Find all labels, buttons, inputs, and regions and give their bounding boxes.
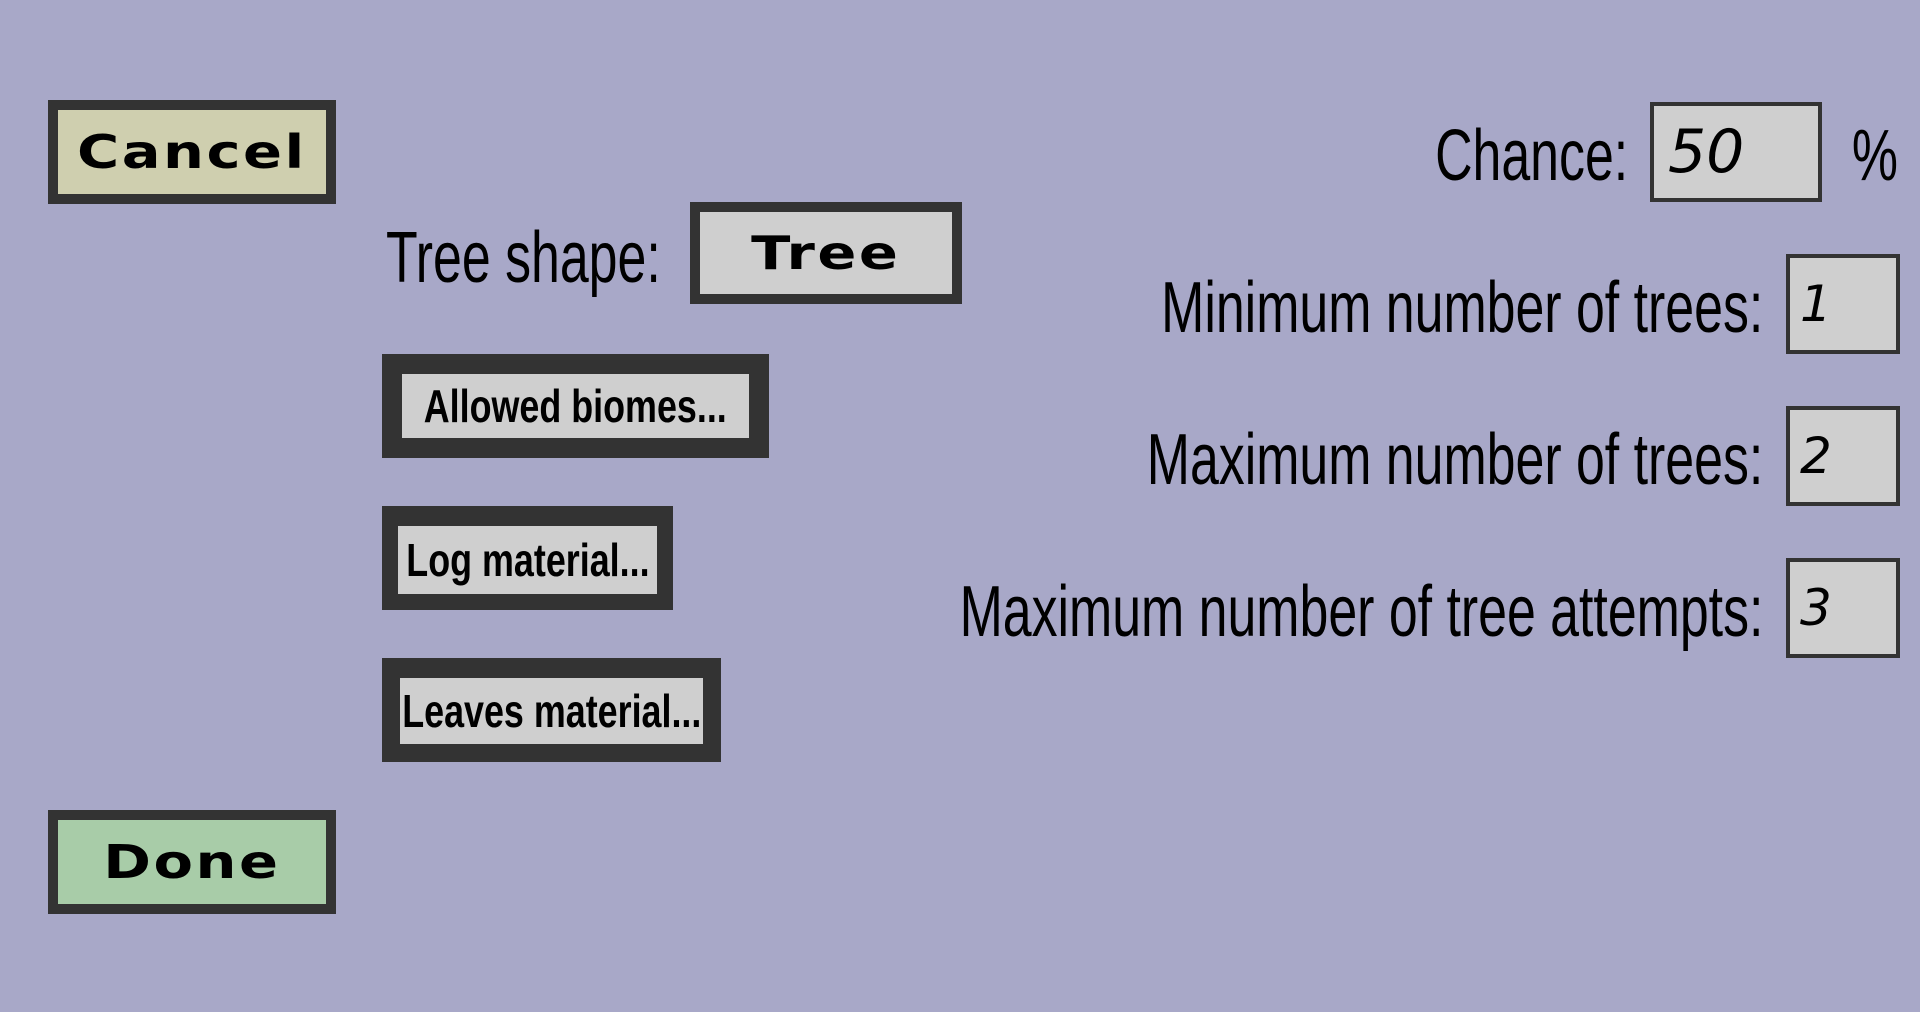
min-trees-label: Minimum number of trees: — [1160, 268, 1763, 348]
tree-shape-value: Tree — [751, 226, 901, 280]
log-material-button[interactable]: Log material... — [382, 506, 673, 610]
tree-shape-label: Tree shape: — [386, 218, 661, 298]
max-trees-field[interactable]: 2 — [1786, 406, 1900, 506]
chance-field[interactable]: 50 — [1650, 102, 1822, 202]
cancel-button[interactable]: Cancel — [48, 100, 336, 204]
allowed-biomes-label: Allowed biomes... — [423, 380, 728, 432]
max-attempts-field[interactable]: 3 — [1786, 558, 1900, 658]
min-trees-field[interactable]: 1 — [1786, 254, 1900, 354]
leaves-material-label: Leaves material... — [401, 685, 702, 737]
done-button[interactable]: Done — [48, 810, 336, 914]
log-material-label: Log material... — [405, 534, 650, 586]
chance-unit: % — [1851, 116, 1898, 196]
max-trees-label: Maximum number of trees: — [1146, 420, 1763, 500]
chance-label: Chance: — [1434, 116, 1628, 196]
allowed-biomes-button[interactable]: Allowed biomes... — [382, 354, 769, 458]
leaves-material-button[interactable]: Leaves material... — [382, 658, 721, 762]
cancel-button-label: Cancel — [77, 125, 307, 179]
tree-shape-button[interactable]: Tree — [690, 202, 962, 304]
max-attempts-label: Maximum number of tree attempts: — [959, 572, 1763, 652]
done-button-label: Done — [103, 835, 281, 889]
